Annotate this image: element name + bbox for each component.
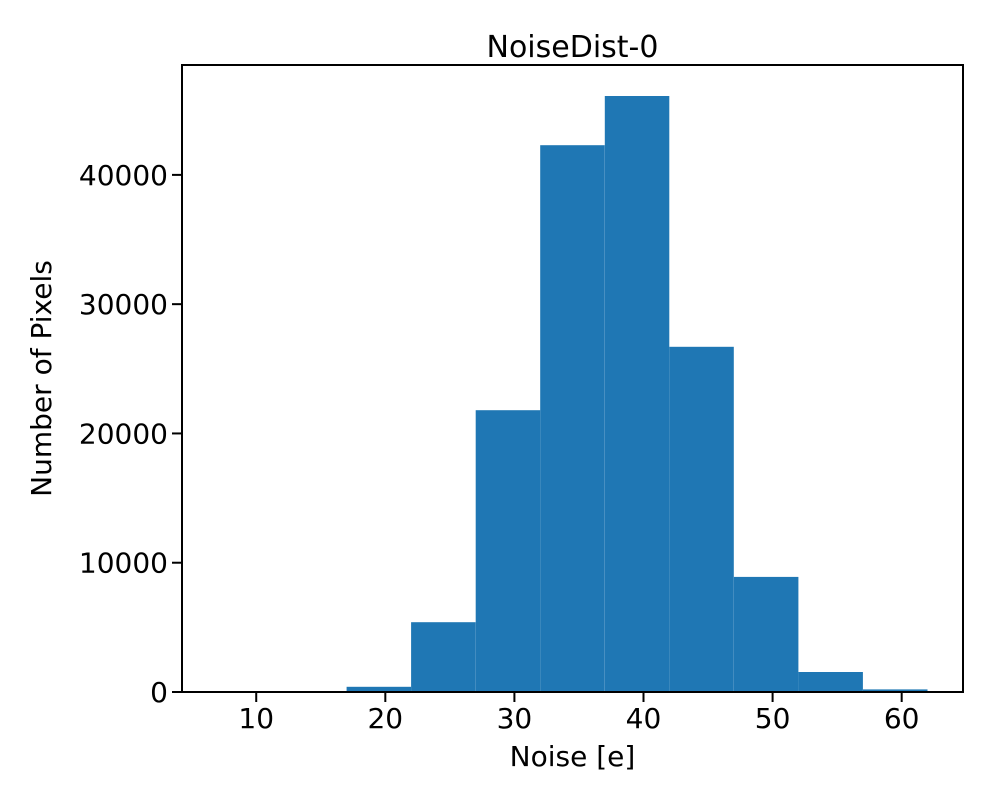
- histogram-bar: [475, 410, 541, 692]
- histogram-bar: [733, 576, 799, 692]
- chart-title: NoiseDist-0: [487, 30, 659, 65]
- histogram-bar: [798, 672, 863, 692]
- x-tick-label: 20: [367, 702, 403, 735]
- x-tick-label: 30: [497, 702, 533, 735]
- y-tick-label: 20000: [79, 417, 168, 450]
- y-axis-label: Number of Pixels: [25, 260, 58, 497]
- histogram-bar: [540, 145, 605, 692]
- plot-spines: [181, 64, 964, 693]
- y-tick-label: 0: [150, 676, 168, 709]
- x-tick-label: 50: [755, 702, 791, 735]
- histogram-bar: [863, 689, 928, 692]
- histogram-bar: [411, 622, 476, 692]
- histogram-bar: [669, 346, 734, 692]
- y-tick-label: 40000: [79, 159, 168, 192]
- x-tick-label: 60: [884, 702, 920, 735]
- x-axis-label: Noise [e]: [510, 740, 636, 773]
- x-tick-label: 40: [626, 702, 662, 735]
- histogram-bar: [346, 686, 412, 692]
- x-tick-label: 10: [238, 702, 274, 735]
- y-tick-label: 10000: [79, 547, 168, 580]
- y-tick-label: 30000: [79, 288, 168, 321]
- histogram-bar: [604, 96, 670, 692]
